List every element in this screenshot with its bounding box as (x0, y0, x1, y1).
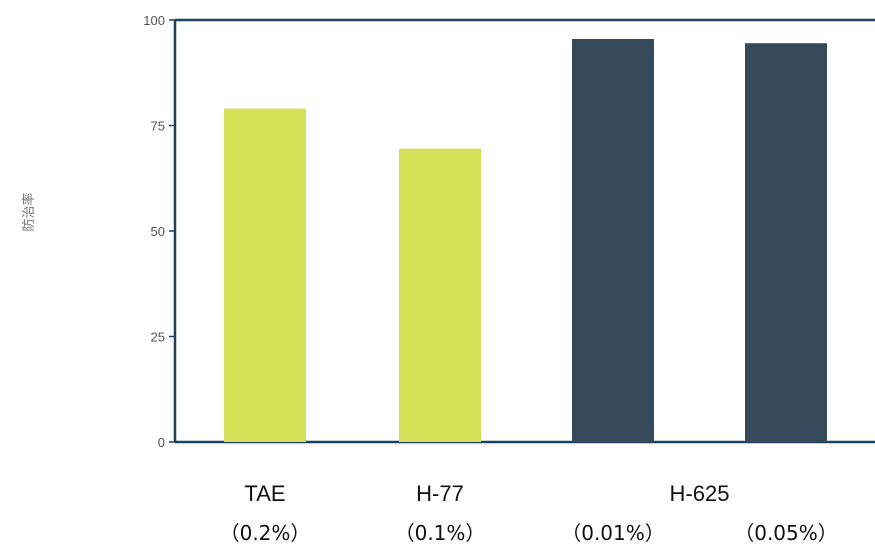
x-category-label: H-625 (670, 481, 730, 506)
bar (399, 148, 481, 442)
x-axis-labels: TAE H-77 H-625 （0.2%） （0.1%） （0.01%） （0.05%） (220, 481, 838, 545)
y-tick-label: 50 (151, 224, 165, 239)
x-concentration-label: （0.1%） (395, 521, 486, 545)
y-axis-label: 防治率 (21, 192, 37, 231)
y-tick-label: 75 (151, 119, 165, 134)
y-tick-label: 25 (151, 330, 165, 345)
bar (745, 43, 827, 443)
x-concentration-label: （0.01%） (561, 521, 665, 545)
y-tick-label: 100 (143, 13, 165, 28)
bar (224, 108, 306, 443)
x-category-label: H-77 (416, 481, 464, 506)
x-concentration-label: （0.2%） (220, 521, 311, 545)
y-tick-label: 0 (158, 435, 165, 450)
x-category-label: TAE (244, 481, 285, 506)
bar (572, 38, 654, 443)
x-concentration-label: （0.05%） (734, 521, 838, 545)
bars (224, 38, 827, 443)
